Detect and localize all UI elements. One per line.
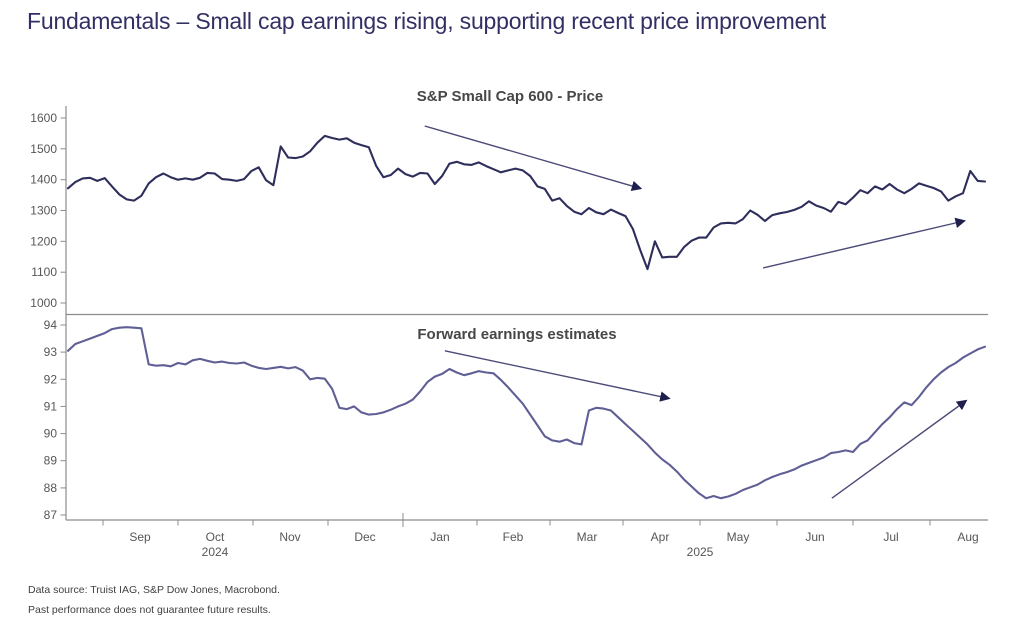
footer: Data source: Truist IAG, S&P Dow Jones, … xyxy=(28,580,280,620)
page-title: Fundamentals – Small cap earnings rising… xyxy=(27,8,826,34)
price-y-axis-label: 1100 xyxy=(31,265,57,279)
price-downtrend-arrow xyxy=(424,125,643,192)
price-y-axis-label: 1500 xyxy=(30,142,57,156)
x-axis-month-label: Jun xyxy=(805,530,824,544)
earnings-y-axis-label: 87 xyxy=(44,508,58,522)
price-y-axis-label: 1600 xyxy=(30,111,57,125)
earnings-uptrend-arrow xyxy=(831,399,968,499)
x-axis-month-label: May xyxy=(727,530,750,544)
x-axis-month-label: Nov xyxy=(279,530,300,544)
price-y-axis-label: 1300 xyxy=(30,204,57,218)
x-axis-month-label: Jan xyxy=(430,530,449,544)
x-axis-month-label: Feb xyxy=(503,530,524,544)
x-axis-year-label: 2025 xyxy=(687,545,714,559)
price-y-axis-label: 1400 xyxy=(30,173,57,187)
price-series-line xyxy=(66,134,987,271)
earnings-series-line xyxy=(66,326,987,500)
earnings-y-axis-label: 91 xyxy=(44,399,58,413)
x-axis-month-label: Mar xyxy=(577,530,598,544)
earnings-y-axis-label: 93 xyxy=(44,345,58,359)
earnings-y-axis-label: 89 xyxy=(44,454,58,468)
earnings-y-axis-label: 92 xyxy=(44,372,58,386)
x-axis-month-label: Jul xyxy=(883,530,898,544)
x-axis-month-label: Oct xyxy=(206,530,225,544)
x-axis-month-label: Sep xyxy=(129,530,151,544)
x-axis-month-label: Aug xyxy=(957,530,978,544)
earnings-y-axis-label: 88 xyxy=(44,481,58,495)
price-y-axis-label: 1000 xyxy=(30,296,57,310)
data-source-note: Data source: Truist IAG, S&P Dow Jones, … xyxy=(28,584,280,596)
earnings-y-axis-label: 90 xyxy=(44,427,58,441)
price-uptrend-arrow xyxy=(762,217,966,269)
earnings-chart-title: Forward earnings estimates xyxy=(417,326,617,343)
price-chart-title: S&P Small Cap 600 - Price xyxy=(416,88,604,105)
disclaimer-note: Past performance does not guarantee futu… xyxy=(28,604,271,616)
x-axis-month-label: Apr xyxy=(651,530,670,544)
earnings-downtrend-arrow xyxy=(444,350,671,402)
earnings-y-axis-label: 94 xyxy=(44,318,58,332)
x-axis-year-label: 2024 xyxy=(202,545,229,559)
price-y-axis-label: 1200 xyxy=(30,234,57,248)
x-axis-month-label: Dec xyxy=(354,530,375,544)
